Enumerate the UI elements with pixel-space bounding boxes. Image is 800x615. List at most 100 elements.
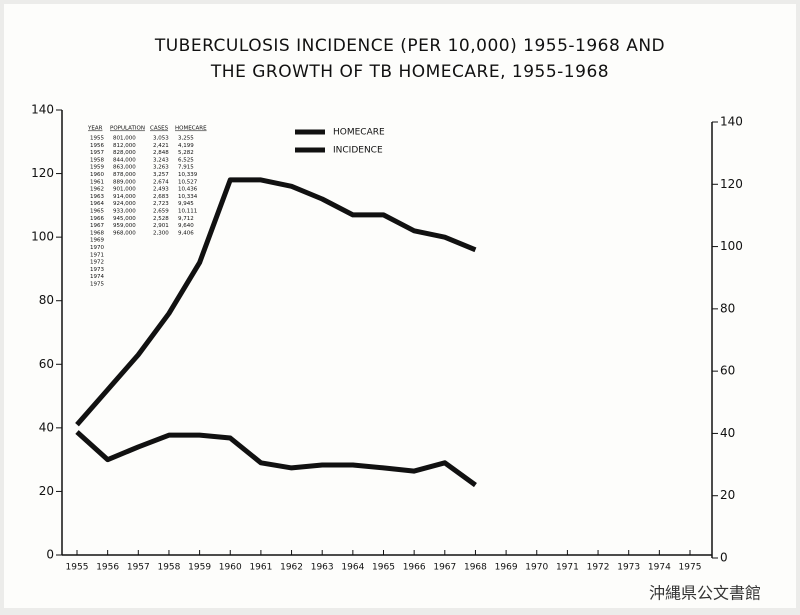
table-cell: 2,683 xyxy=(153,194,169,200)
table-cell: 1955 xyxy=(90,136,104,142)
table-cell: 812,000 xyxy=(113,143,136,149)
table-cell: 1964 xyxy=(90,201,104,207)
table-cell: 1969 xyxy=(90,238,104,244)
table-cell: 10,334 xyxy=(178,194,198,200)
table-cell: 4,199 xyxy=(178,143,194,149)
line xyxy=(75,177,477,427)
table-cell: 9,406 xyxy=(178,230,194,236)
table-cell: 1967 xyxy=(90,223,104,229)
table-cell: 933,000 xyxy=(113,209,136,215)
y2-tick-label: 20 xyxy=(720,488,735,502)
table-cell: 828,000 xyxy=(113,150,136,156)
table-cell: 3,255 xyxy=(178,136,194,142)
table-cell: 10,527 xyxy=(178,179,198,185)
x-tick-label: 1963 xyxy=(311,563,334,573)
table-cell: 1970 xyxy=(90,245,104,251)
chart-title: THE GROWTH OF TB HOMECARE, 1955-1968 xyxy=(210,62,609,82)
table-cell: 1965 xyxy=(90,209,104,215)
x-tick-label: 1957 xyxy=(127,563,150,573)
table-cell: 1959 xyxy=(90,165,104,171)
table-cell: 2,493 xyxy=(153,187,169,193)
y-tick-label: 20 xyxy=(39,484,54,498)
table-cell: 2,659 xyxy=(153,209,169,215)
table-cell: 2,848 xyxy=(153,150,169,156)
table-cell: 1974 xyxy=(90,274,104,280)
table-cell: 959,000 xyxy=(113,223,136,229)
table-cell: 889,000 xyxy=(113,179,136,185)
table-cell: 1972 xyxy=(90,260,104,266)
x-tick-label: 1972 xyxy=(587,563,610,573)
x-tick-label: 1959 xyxy=(188,563,211,573)
table-header: CASES xyxy=(150,126,169,132)
watermark: 沖縄県公文書館 xyxy=(649,584,761,603)
x-tick-label: 1960 xyxy=(219,563,242,573)
paper xyxy=(4,4,796,608)
x-tick-label: 1967 xyxy=(433,563,456,573)
table-cell: 1961 xyxy=(90,179,104,185)
x-tick-label: 1961 xyxy=(249,563,272,573)
table-cell: 1975 xyxy=(90,282,104,288)
table-cell: 9,640 xyxy=(178,223,194,229)
y2-tick-label: 0 xyxy=(720,551,728,565)
y2-tick-label: 80 xyxy=(720,301,735,315)
y-tick-label: 60 xyxy=(39,357,54,371)
y2-tick-label: 100 xyxy=(720,239,743,253)
table-cell: 2,421 xyxy=(153,143,169,149)
x-tick-label: 1964 xyxy=(341,563,364,573)
y-tick-label: 80 xyxy=(39,293,54,307)
table-cell: 1962 xyxy=(90,187,104,193)
x-tick-label: 1965 xyxy=(372,563,395,573)
x-tick-label: 1974 xyxy=(648,563,671,573)
table-cell: 1968 xyxy=(90,230,104,236)
table-cell: 3,263 xyxy=(153,165,169,171)
line xyxy=(75,430,477,488)
table-cell: 3,053 xyxy=(153,136,169,142)
table-cell: 901,000 xyxy=(113,187,136,193)
x-tick-label: 1966 xyxy=(403,563,426,573)
table-cell: 6,525 xyxy=(178,157,194,163)
table-cell: 844,000 xyxy=(113,157,136,163)
table-cell: 3,257 xyxy=(153,172,169,178)
chart-title: TUBERCULOSIS INCIDENCE (PER 10,000) 1955… xyxy=(154,36,665,56)
x-tick-label: 1968 xyxy=(464,563,487,573)
x-tick-label: 1970 xyxy=(525,563,548,573)
table-cell: 3,243 xyxy=(153,157,169,163)
x-tick-label: 1975 xyxy=(679,563,702,573)
table-cell: 2,300 xyxy=(153,230,169,236)
table-cell: 1966 xyxy=(90,216,104,222)
table-cell: 2,723 xyxy=(153,201,169,207)
table-header: HOMECARE xyxy=(175,126,207,132)
table-cell: 7,915 xyxy=(178,165,194,171)
y-tick-label: 40 xyxy=(39,420,54,434)
y2-tick-label: 60 xyxy=(720,364,735,378)
table-cell: 924,000 xyxy=(113,201,136,207)
x-tick-label: 1956 xyxy=(96,563,119,573)
table-cell: 1960 xyxy=(90,172,104,178)
table-cell: 1957 xyxy=(90,150,104,156)
table-cell: 1956 xyxy=(90,143,104,149)
y2-tick-label: 40 xyxy=(720,426,735,440)
table-cell: 1973 xyxy=(90,267,104,273)
table-cell: 9,712 xyxy=(178,216,194,222)
table-cell: 1971 xyxy=(90,252,104,258)
table-cell: 1963 xyxy=(90,194,104,200)
table-cell: 945,000 xyxy=(113,216,136,222)
table-cell: 914,000 xyxy=(113,194,136,200)
table-cell: 5,282 xyxy=(178,150,194,156)
x-tick-label: 1969 xyxy=(495,563,518,573)
table-cell: 968,000 xyxy=(113,230,136,236)
y-tick-label: 0 xyxy=(46,548,54,562)
x-tick-label: 1955 xyxy=(66,563,89,573)
table-cell: 1958 xyxy=(90,157,104,163)
table-cell: 10,339 xyxy=(178,172,198,178)
table-cell: 2,674 xyxy=(153,179,169,185)
x-tick-label: 1962 xyxy=(280,563,303,573)
y-tick-label: 100 xyxy=(31,230,54,244)
table-header: POPULATION xyxy=(110,126,145,132)
table-cell: 2,528 xyxy=(153,216,169,222)
legend-label: INCIDENCE xyxy=(333,146,383,156)
x-tick-label: 1958 xyxy=(157,563,180,573)
table-cell: 9,945 xyxy=(178,201,194,207)
table-cell: 10,436 xyxy=(178,187,198,193)
